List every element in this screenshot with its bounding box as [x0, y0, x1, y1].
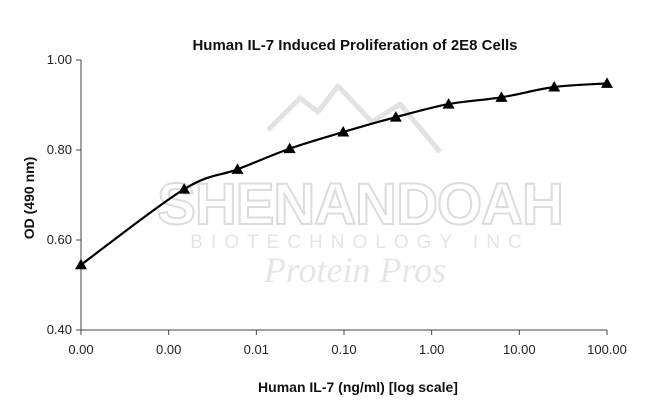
x-tick-label: 100.00 — [587, 342, 627, 357]
data-point-marker — [442, 98, 455, 109]
data-point-marker — [495, 91, 508, 102]
y-ticks: 0.40 0.60 0.80 1.00 — [47, 52, 81, 337]
data-point-marker — [75, 258, 87, 270]
y-tick-label: 0.80 — [47, 142, 72, 157]
data-point-marker — [601, 77, 613, 88]
data-point-marker — [178, 183, 191, 194]
x-axis-label: Human IL-7 (ng/ml) [log scale] — [258, 379, 458, 395]
watermark: SHENANDOAH BIOTECHNOLOGY INC Protein Pro… — [156, 83, 565, 290]
watermark-mountain-icon — [266, 83, 442, 154]
y-tick-label: 0.40 — [47, 322, 72, 337]
x-ticks: 0.00 0.00 0.01 0.10 1.00 10.00 100.00 — [68, 330, 627, 357]
markers — [75, 77, 613, 270]
x-tick-label: 0.00 — [68, 342, 93, 357]
x-tick-label: 0.10 — [331, 342, 356, 357]
y-axis-label: OD (490 nm) — [21, 157, 37, 239]
data-point-marker — [337, 126, 350, 137]
x-tick-label: 1.00 — [419, 342, 444, 357]
x-tick-label: 0.00 — [156, 342, 181, 357]
chart-title: Human IL-7 Induced Proliferation of 2E8 … — [192, 37, 517, 54]
data-point-marker — [548, 81, 561, 92]
series-line — [80, 82, 608, 266]
x-tick-label: 0.01 — [244, 342, 269, 357]
data-point-marker — [389, 111, 402, 122]
data-point-marker — [231, 163, 244, 174]
y-tick-label: 0.60 — [47, 232, 72, 247]
watermark-tagline: Protein Pros — [263, 250, 446, 290]
y-tick-label: 1.00 — [47, 52, 72, 67]
data-point-marker — [283, 142, 296, 154]
watermark-company: SHENANDOAH — [157, 172, 563, 237]
x-tick-label: 10.00 — [503, 342, 536, 357]
watermark-division: BIOTECHNOLOGY INC — [190, 232, 529, 253]
